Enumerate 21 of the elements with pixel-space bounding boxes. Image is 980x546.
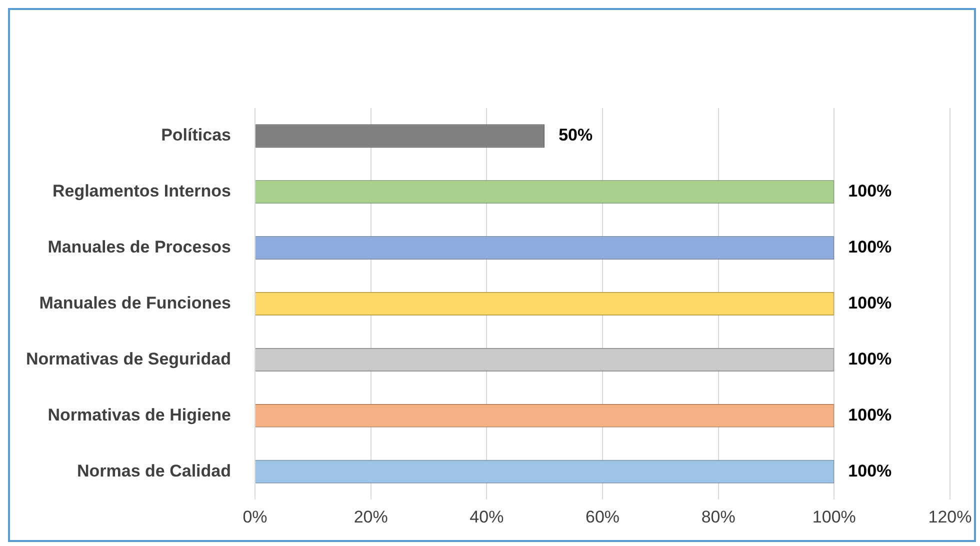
y-tick-label: Normas de Calidad: [77, 461, 232, 480]
x-tick-label: 120%: [928, 507, 972, 526]
x-tick-label: 100%: [812, 507, 856, 526]
data-label: 100%: [848, 405, 892, 424]
data-label: 100%: [848, 182, 892, 201]
y-tick-label: Políticas: [161, 126, 232, 145]
data-label: 100%: [848, 238, 892, 257]
data-label: 100%: [848, 461, 892, 480]
x-tick-label: 40%: [470, 507, 504, 526]
y-tick-label: Manuales de Funciones: [39, 293, 232, 312]
y-tick-label: Reglamentos Internos: [52, 182, 232, 201]
y-tick-label: Normativas de Higiene: [48, 405, 232, 424]
data-label: 50%: [558, 126, 593, 145]
data-label: 100%: [848, 293, 892, 312]
x-tick-label: 60%: [585, 507, 620, 526]
x-tick-label: 0%: [242, 507, 268, 526]
y-tick-label: Normativas de Seguridad: [26, 349, 232, 368]
data-label: 100%: [848, 349, 892, 368]
y-tick-label: Manuales de Procesos: [48, 238, 232, 257]
x-tick-label: 80%: [701, 507, 736, 526]
x-tick-label: 20%: [354, 507, 388, 526]
